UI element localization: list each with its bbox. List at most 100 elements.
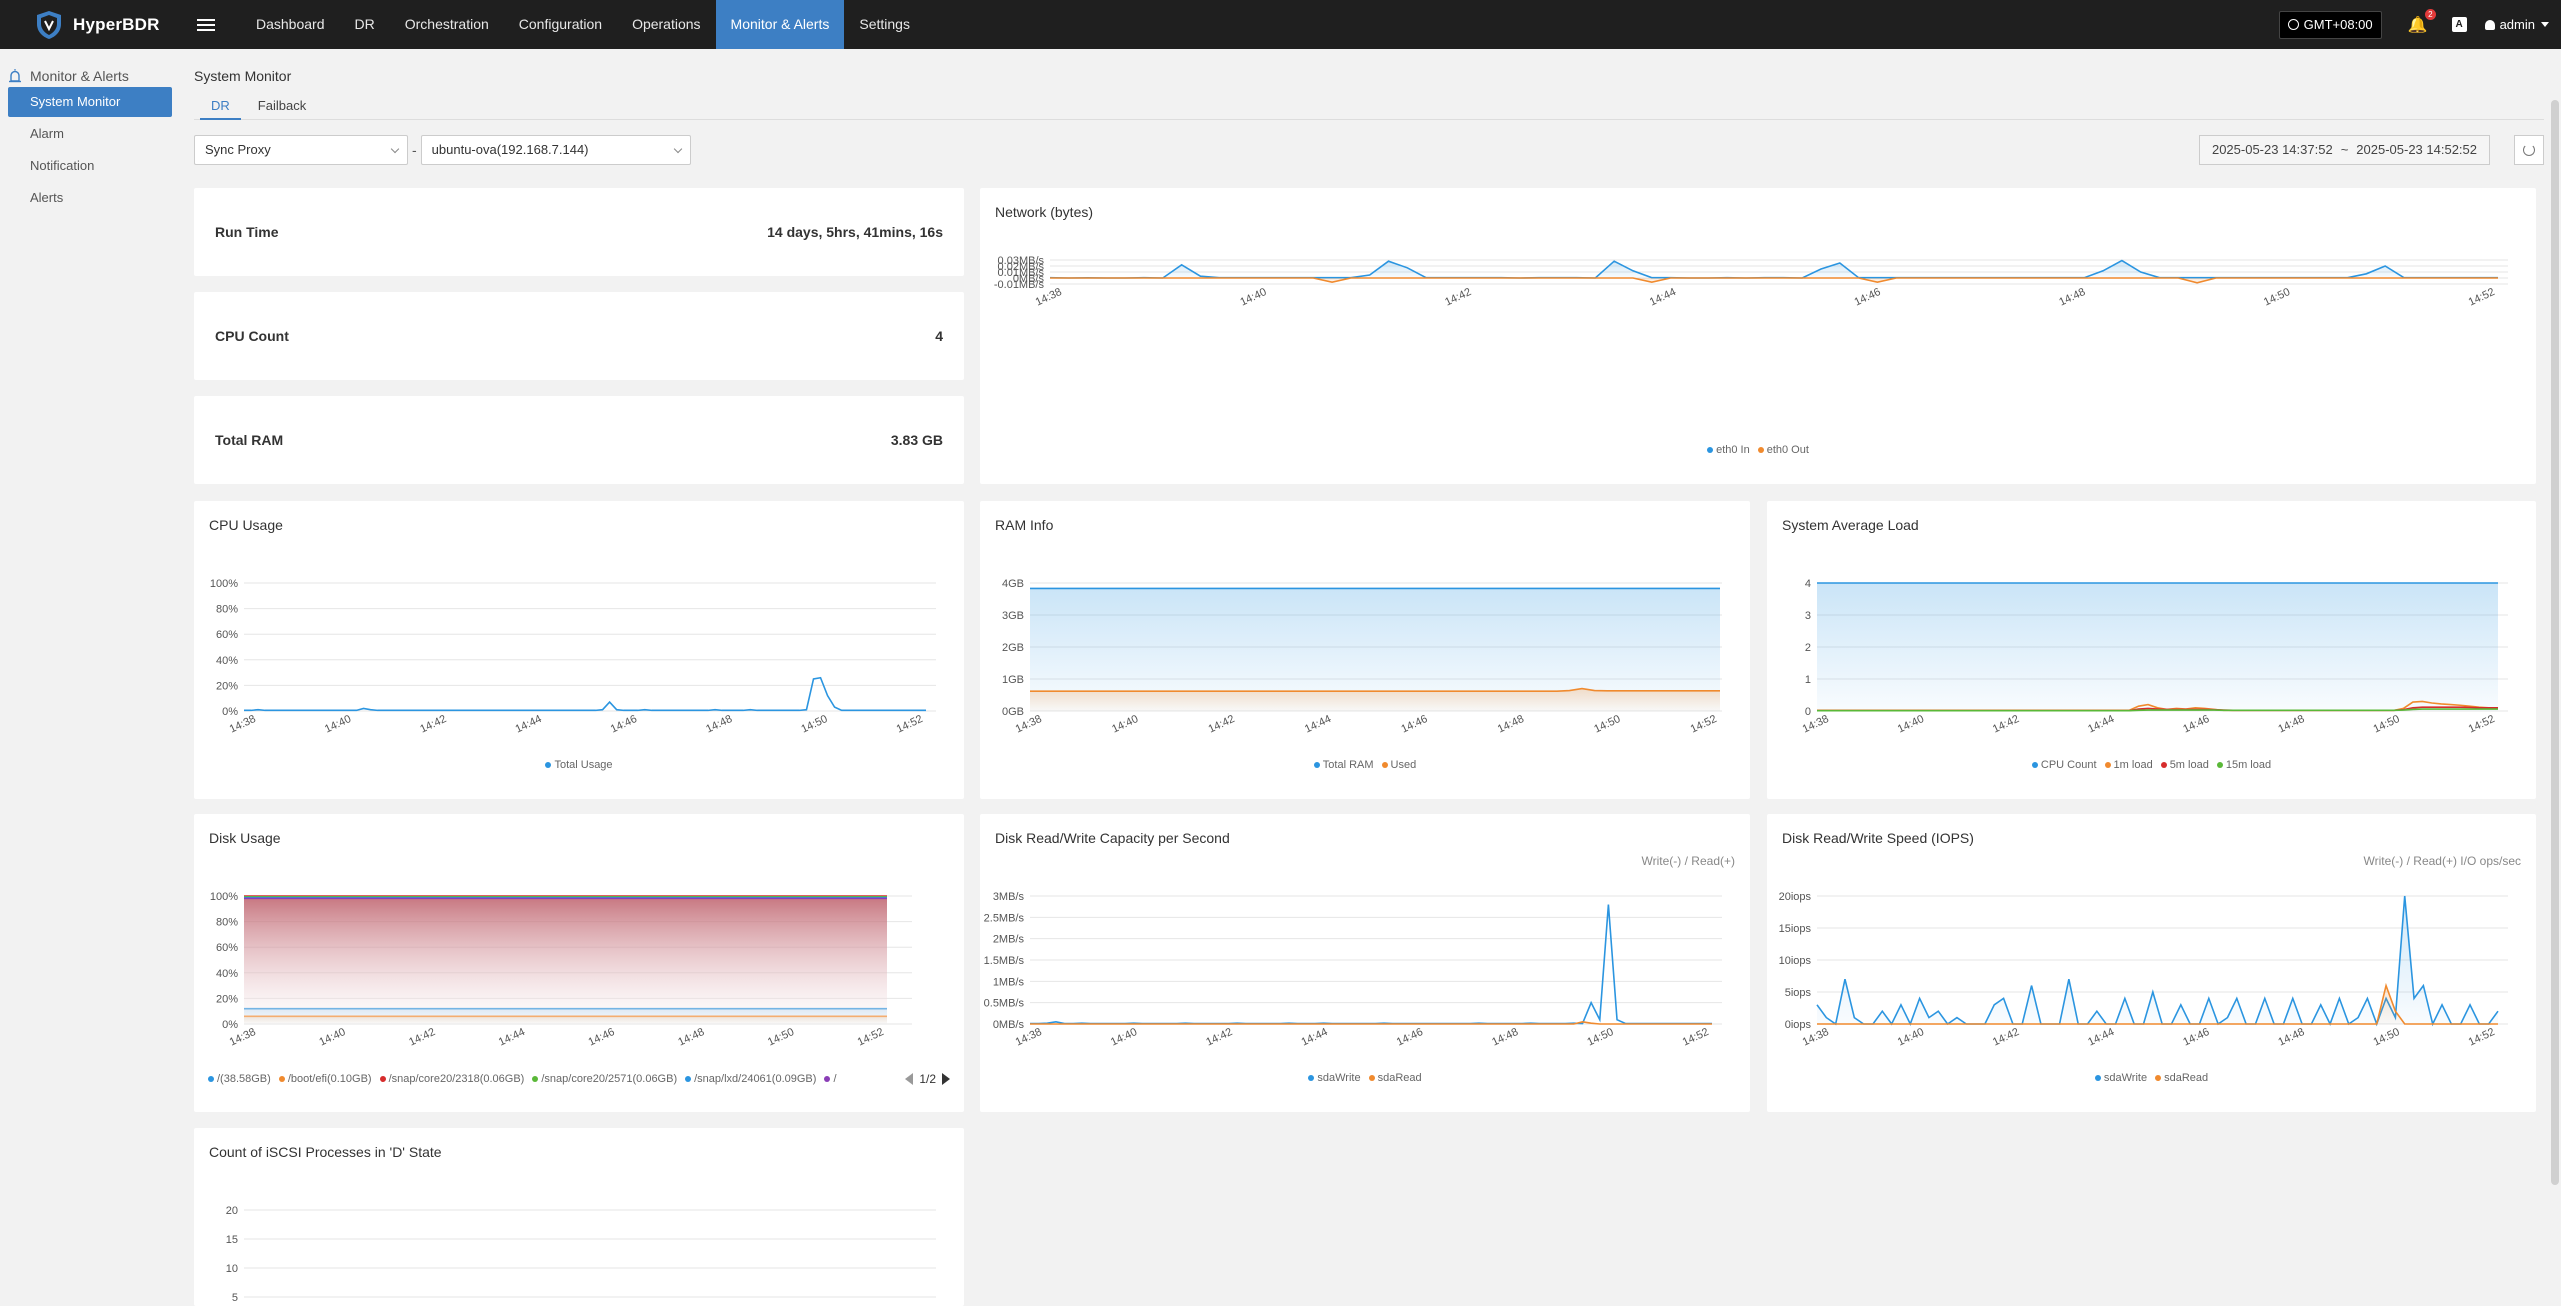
legend-item[interactable]: 5m load (2160, 759, 2209, 771)
nav-settings[interactable]: Settings (859, 16, 910, 32)
x-tick-label: 14:46 (1395, 1026, 1425, 1049)
cpu-chart-svg: 100%80%60%40%20%0%14:38 14:40 14:42 14:44 14… (210, 578, 936, 736)
nav-configuration[interactable]: Configuration (518, 16, 603, 32)
sidebar-item-notification[interactable]: Notification (30, 158, 95, 173)
nav-monitor-alerts[interactable]: Monitor & Alerts (715, 0, 845, 49)
y-tick-label: 3GB (1002, 610, 1024, 622)
y-tick-label: 20iops (1779, 891, 1812, 903)
x-tick-label: 14:42 (1207, 713, 1237, 736)
legend-label: Used (1390, 759, 1417, 771)
x-tick-label: 14:52 (1689, 713, 1719, 736)
legend-item[interactable]: eth0 In (1707, 444, 1750, 456)
disk-usage-legend: /(38.58GB) /boot/efi(0.10GB) /snap/core20/… (208, 1072, 950, 1086)
legend-item[interactable]: /snap/core20/2571(0.06GB) (532, 1073, 677, 1085)
y-tick-label: 20% (216, 993, 238, 1005)
sidebar-item-alerts[interactable]: Alerts (30, 190, 64, 205)
tab-dr[interactable]: DR (200, 92, 241, 120)
legend-item[interactable]: Total RAM (1313, 759, 1374, 771)
y-tick-label: 1GB (1002, 674, 1024, 686)
y-tick-label: 100% (210, 578, 238, 590)
legend-label: eth0 Out (1766, 444, 1809, 456)
next-page-icon[interactable] (942, 1073, 950, 1085)
tab-failback[interactable]: Failback (257, 98, 307, 113)
prev-page-icon[interactable] (905, 1073, 914, 1085)
legend-item[interactable]: /snap/core20/2318(0.06GB) (379, 1073, 524, 1085)
nav-orchestration[interactable]: Orchestration (404, 16, 489, 32)
timezone-button[interactable]: GMT+08:00 (2278, 10, 2382, 39)
iops-chart-title: Disk Read/Write Speed (IOPS) (1782, 830, 1974, 846)
app-logo[interactable]: HyperBDR (33, 9, 183, 41)
legend-item[interactable]: sdaRead (1368, 1072, 1422, 1084)
date-start: 2025-05-23 14:37:52 (2211, 142, 2333, 157)
host-select[interactable]: ubuntu-ova(192.168.7.144) (420, 135, 691, 165)
series-line (1817, 982, 2498, 1025)
legend-item[interactable]: eth0 Out (1757, 444, 1809, 456)
menu-toggle-icon[interactable] (197, 16, 215, 34)
x-tick-label: 14:40 (1896, 1026, 1926, 1049)
nav-operations[interactable]: Operations (632, 16, 701, 32)
x-tick-label: 14:40 (1110, 713, 1140, 736)
date-range-picker[interactable]: 2025-05-23 14:37:52 ~ 2025-05-23 14:52:5… (2198, 135, 2490, 165)
user-menu[interactable]: admin (2484, 17, 2549, 32)
legend-item[interactable]: /boot/efi(0.10GB) (278, 1073, 372, 1085)
legend-item[interactable]: /snap/lxd/24061(0.09GB) (685, 1073, 816, 1085)
y-tick-label: 3MB/s (993, 891, 1025, 903)
proxy-select[interactable]: Sync Proxy (194, 135, 408, 165)
network-chart-card: Network (bytes) 0.03MB/s 0.02MB/s 0.01MB/s 0… (980, 188, 2536, 484)
y-tick-label: 0% (222, 706, 238, 718)
sidebar-item-alarm[interactable]: Alarm (30, 126, 64, 141)
series-line (1030, 1021, 1712, 1025)
legend-item[interactable]: sdaWrite (1308, 1072, 1361, 1084)
y-tick-label: 60% (216, 942, 238, 954)
legend-item[interactable]: /(38.58GB) (208, 1073, 271, 1085)
top-navbar: HyperBDR Dashboard DR Orchestration Conf… (0, 0, 2561, 49)
nav-dashboard[interactable]: Dashboard (256, 16, 325, 32)
chevron-down-icon (673, 144, 682, 154)
legend-item[interactable]: CPU Count (2031, 759, 2097, 771)
x-tick-label: 14:42 (1991, 1026, 2021, 1049)
y-tick-label: 1 (1805, 674, 1811, 686)
page-scrollbar[interactable] (2551, 100, 2559, 1185)
language-icon[interactable]: A (2451, 17, 2467, 32)
x-tick-label: 14:42 (1204, 1026, 1234, 1049)
x-tick-label: 14:52 (2467, 713, 2497, 736)
x-tick-label: 14:50 (1592, 713, 1622, 736)
x-tick-label: 14:52 (856, 1026, 886, 1049)
refresh-button[interactable] (2514, 135, 2544, 165)
user-icon (2484, 19, 2495, 30)
cpu-count-label: CPU Count (215, 328, 289, 344)
chevron-down-icon (390, 144, 400, 154)
network-legend: eth0 In eth0 Out (980, 444, 2536, 456)
total-ram-label: Total RAM (215, 432, 284, 448)
x-tick-label: 14:48 (704, 713, 734, 736)
iscsi-chart-title: Count of iSCSI Processes in 'D' State (209, 1144, 442, 1160)
y-tick-label: 1.5MB/s (984, 955, 1025, 967)
legend-label: Total RAM (1322, 759, 1374, 771)
main-content: System Monitor DR Failback Sync Proxy - … (194, 49, 2544, 166)
legend-item[interactable]: Total Usage (545, 759, 613, 771)
legend-item[interactable]: / (824, 1073, 837, 1085)
y-tick-label: 15 (226, 1234, 238, 1246)
timezone-label: GMT+08:00 (2303, 16, 2373, 32)
legend-item[interactable]: Used (1381, 759, 1417, 771)
nav-dr[interactable]: DR (354, 16, 375, 32)
legend-item[interactable]: 1m load (2104, 759, 2153, 771)
sidebar-item-system-monitor[interactable]: System Monitor (8, 87, 172, 117)
legend-item[interactable]: sdaRead (2155, 1072, 2208, 1084)
alerts-bell-button[interactable]: 🔔 2 (2408, 8, 2436, 35)
y-tick-label: 4 (1805, 578, 1811, 590)
clock-icon (2287, 19, 2299, 30)
y-tick-label: 2GB (1002, 642, 1024, 654)
legend-label: /(38.58GB) (217, 1073, 271, 1085)
legend-page-label: 1/2 (919, 1072, 936, 1086)
diskrw-chart-svg: 3MB/s 2.5MB/s 2MB/s 1.5MB/s 1MB/s 0.5MB/s 0MB/… (984, 891, 1722, 1049)
legend-item[interactable]: 15m load (2216, 759, 2271, 771)
chevron-down-icon (2541, 22, 2549, 27)
series-area (1030, 588, 1720, 711)
x-tick-label: 14:40 (1896, 713, 1926, 736)
legend-item[interactable]: sdaWrite (2094, 1072, 2147, 1084)
x-tick-label: 14:44 (497, 1026, 527, 1049)
filter-separator: - (412, 142, 417, 158)
x-tick-label: 14:48 (2276, 1026, 2306, 1049)
